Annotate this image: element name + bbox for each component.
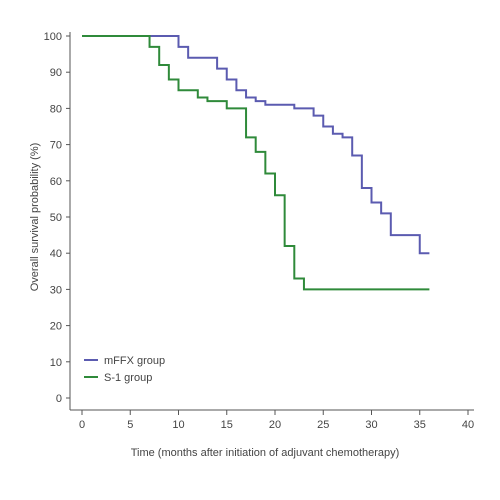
y-tick-label: 0 (56, 393, 62, 405)
x-tick-label: 5 (127, 419, 133, 431)
y-tick-label: 70 (50, 140, 62, 152)
legend-label: mFFX group (104, 355, 165, 367)
x-tick-label: 15 (221, 419, 233, 431)
legend-label: S-1 group (104, 372, 152, 384)
series-line-mffx (82, 35, 430, 255)
series-line-s1 (82, 35, 430, 291)
y-tick-label: 20 (50, 321, 62, 333)
y-tick-label: 40 (50, 248, 62, 260)
x-tick-label: 40 (462, 419, 474, 431)
x-tick-label: 0 (79, 419, 85, 431)
y-tick-label: 80 (50, 103, 62, 115)
y-tick-label: 60 (50, 176, 62, 188)
y-axis: 0 10 20 30 40 50 60 70 80 90 100 (44, 31, 71, 410)
x-axis-title: Time (months after initiation of adjuvan… (131, 447, 400, 459)
x-tick-label: 35 (414, 419, 426, 431)
x-tick-label: 10 (172, 419, 184, 431)
y-tick-label: 10 (50, 357, 62, 369)
x-axis: 0 5 10 15 20 25 30 35 40 (70, 409, 474, 431)
x-tick-label: 25 (317, 419, 329, 431)
y-tick-label: 100 (44, 31, 62, 43)
series-layer (82, 35, 430, 291)
x-tick-label: 30 (365, 419, 377, 431)
legend: mFFX group S-1 group (84, 355, 165, 384)
y-axis-title: Overall survival probability (%) (29, 143, 41, 292)
y-tick-label: 50 (50, 212, 62, 224)
x-tick-label: 20 (269, 419, 281, 431)
y-tick-label: 90 (50, 67, 62, 79)
y-tick-label: 30 (50, 284, 62, 296)
